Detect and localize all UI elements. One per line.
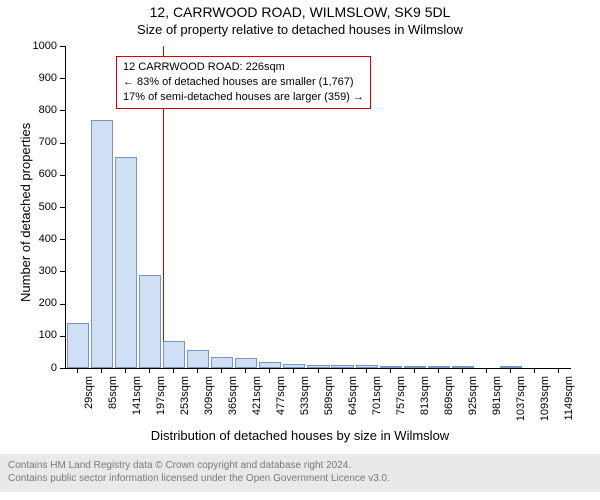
callout-line: 12 CARRWOOD ROAD: 226sqm [123, 60, 364, 75]
x-tick [149, 368, 150, 373]
x-tick [414, 368, 415, 373]
histogram-bar [115, 157, 137, 368]
y-tick-label: 200 [0, 297, 57, 309]
footer: Contains HM Land Registry data © Crown c… [0, 454, 600, 492]
x-tick-label: 701sqm [371, 376, 383, 426]
x-tick [510, 368, 511, 373]
histogram-bar [211, 357, 233, 368]
histogram-bar [187, 350, 209, 368]
x-tick-label: 533sqm [299, 376, 311, 426]
x-tick-label: 141sqm [131, 376, 143, 426]
y-tick-label: 800 [0, 104, 57, 116]
x-tick-label: 869sqm [443, 376, 455, 426]
y-tick [60, 207, 65, 208]
x-tick [534, 368, 535, 373]
y-tick [60, 78, 65, 79]
y-tick-label: 600 [0, 168, 57, 180]
x-tick-label: 589sqm [323, 376, 335, 426]
y-tick-label: 900 [0, 72, 57, 84]
histogram-bar [163, 341, 185, 368]
x-tick-label: 253sqm [179, 376, 191, 426]
y-tick-label: 700 [0, 136, 57, 148]
x-tick [486, 368, 487, 373]
x-tick [101, 368, 102, 373]
x-tick [269, 368, 270, 373]
histogram-bar [91, 120, 113, 368]
x-tick-label: 981sqm [491, 376, 503, 426]
x-tick [318, 368, 319, 373]
y-tick [60, 46, 65, 47]
y-tick-label: 500 [0, 201, 57, 213]
x-tick [462, 368, 463, 373]
y-tick-label: 100 [0, 329, 57, 341]
x-tick [125, 368, 126, 373]
x-tick [366, 368, 367, 373]
x-tick-label: 1093sqm [539, 376, 551, 426]
x-axis-label: Distribution of detached houses by size … [0, 428, 600, 443]
x-tick-label: 757sqm [395, 376, 407, 426]
footer-line: Contains HM Land Registry data © Crown c… [8, 459, 592, 472]
x-tick [221, 368, 222, 373]
x-tick [293, 368, 294, 373]
x-tick [197, 368, 198, 373]
y-tick-label: 400 [0, 233, 57, 245]
y-tick [60, 110, 65, 111]
x-tick-label: 197sqm [155, 376, 167, 426]
y-tick [60, 143, 65, 144]
x-tick-label: 813sqm [419, 376, 431, 426]
x-tick-label: 421sqm [251, 376, 263, 426]
histogram-bar [235, 358, 257, 368]
x-tick [173, 368, 174, 373]
y-tick [60, 271, 65, 272]
histogram-plot: 12 CARRWOOD ROAD: 226sqm← 83% of detache… [65, 46, 571, 369]
y-tick-label: 0 [0, 362, 57, 374]
x-tick-label: 85sqm [107, 376, 119, 426]
x-tick-label: 309sqm [203, 376, 215, 426]
x-tick-label: 925sqm [467, 376, 479, 426]
callout-line: ← 83% of detached houses are smaller (1,… [123, 75, 364, 90]
x-tick-label: 1149sqm [563, 376, 575, 426]
x-tick [390, 368, 391, 373]
y-tick-label: 300 [0, 265, 57, 277]
x-tick-label: 645sqm [347, 376, 359, 426]
x-tick-label: 477sqm [275, 376, 287, 426]
y-tick [60, 175, 65, 176]
x-tick [558, 368, 559, 373]
x-tick-label: 29sqm [83, 376, 95, 426]
page-title: 12, CARRWOOD ROAD, WILMSLOW, SK9 5DL [0, 4, 600, 20]
x-tick [342, 368, 343, 373]
x-tick [438, 368, 439, 373]
x-tick [245, 368, 246, 373]
x-tick [77, 368, 78, 373]
y-tick [60, 239, 65, 240]
callout-line: 17% of semi-detached houses are larger (… [123, 90, 364, 105]
x-tick-label: 365sqm [227, 376, 239, 426]
histogram-bar [67, 323, 89, 368]
histogram-bar [139, 275, 161, 368]
page-subtitle: Size of property relative to detached ho… [0, 22, 600, 37]
y-tick-label: 1000 [0, 40, 57, 52]
y-tick [60, 304, 65, 305]
x-tick-label: 1037sqm [515, 376, 527, 426]
callout-box: 12 CARRWOOD ROAD: 226sqm← 83% of detache… [116, 56, 371, 109]
y-tick [60, 336, 65, 337]
y-tick [60, 368, 65, 369]
footer-line: Contains public sector information licen… [8, 472, 592, 485]
